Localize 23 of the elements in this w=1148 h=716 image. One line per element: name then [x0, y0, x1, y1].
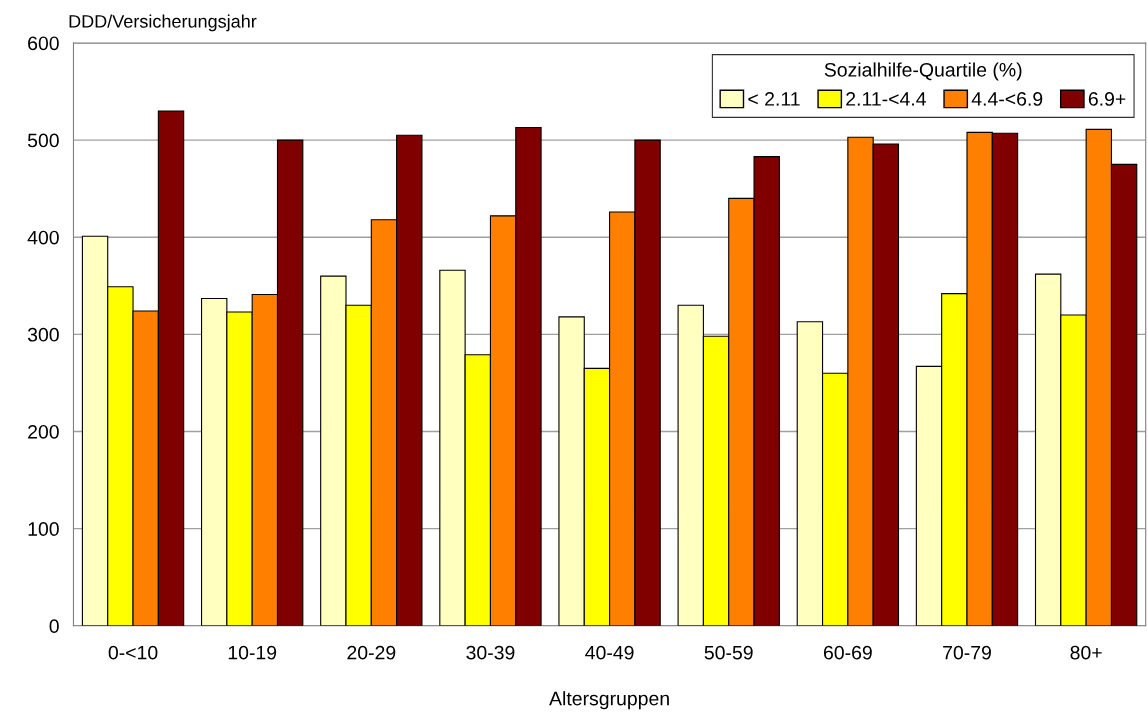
y-tick-label: 200 — [28, 424, 59, 439]
x-tick-label: 50-59 — [704, 645, 753, 660]
legend-title: Sozialhilfe-Quartile (%) — [824, 62, 1022, 81]
legend-label: 2.11-<4.4 — [846, 92, 926, 106]
legend-label: 4.4-<6.9 — [971, 92, 1043, 106]
x-tick-label: 70-79 — [943, 645, 991, 660]
legend-label: 6.9+ — [1088, 92, 1126, 106]
y-tick-label: 400 — [27, 230, 59, 245]
legend-label: < 2.11 — [748, 92, 800, 106]
x-axis-title: Altersgruppen — [549, 691, 669, 710]
x-tick-label: 40-49 — [585, 645, 634, 660]
x-tick-label: 80+ — [1070, 645, 1102, 660]
y-tick-label: 500 — [27, 133, 59, 148]
y-tick-label: 100 — [28, 522, 59, 536]
y-tick-label: 300 — [27, 327, 59, 342]
x-tick-label: 60-69 — [823, 645, 872, 660]
y-tick-label: 0 — [49, 619, 59, 634]
x-tick-label: 30-39 — [466, 645, 515, 660]
x-tick-label: 0-<10 — [108, 645, 158, 660]
x-tick-label: 10-19 — [228, 645, 277, 660]
x-tick-label: 20-29 — [347, 645, 396, 660]
y-axis-title: DDD/Versicherungsjahr — [69, 14, 257, 32]
y-tick-label: 600 — [28, 36, 59, 51]
